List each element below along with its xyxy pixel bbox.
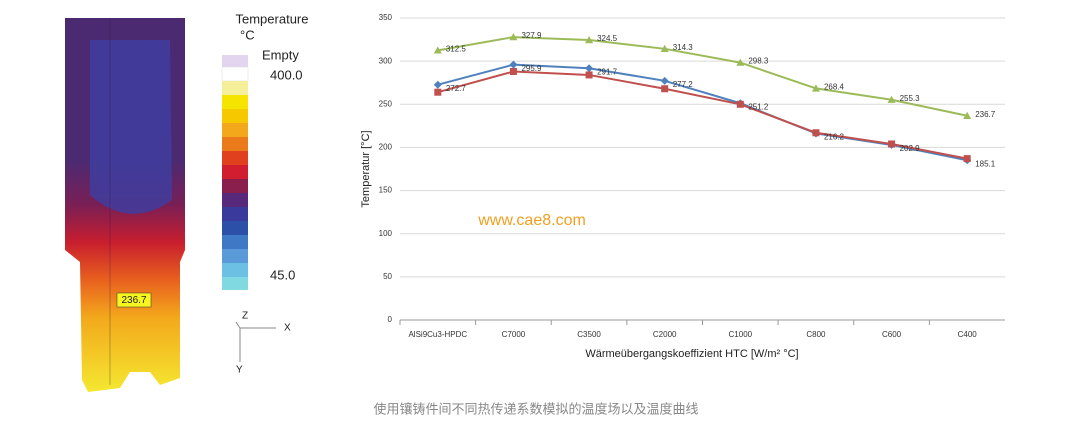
data-label: 312.5 <box>446 44 467 53</box>
x-axis-label: Wärmeübergangskoeffizient HTC [W/m² °C] <box>585 348 798 360</box>
legend-unit: °C <box>240 27 255 42</box>
marker <box>736 58 745 66</box>
series-line <box>437 70 968 160</box>
data-label: 272.7 <box>446 84 467 93</box>
casting-render <box>65 18 185 392</box>
marker <box>660 44 669 53</box>
marker <box>812 129 820 137</box>
marker <box>509 60 518 69</box>
marker <box>811 84 820 92</box>
caption: 使用镶铸件间不同热传递系数模拟的温度场以及温度曲线 <box>373 401 698 416</box>
legend-title: Temperature <box>236 11 309 26</box>
marker <box>660 76 669 85</box>
data-label: 295.9 <box>521 64 542 73</box>
marker <box>434 88 442 96</box>
x-tick-label: C1000 <box>729 330 753 339</box>
x-tick-label: AlSi9Cu3-HPDC <box>408 330 467 339</box>
axis-triad <box>235 321 276 362</box>
watermark: www.cae8.com <box>477 212 586 229</box>
marker <box>585 64 594 73</box>
marker <box>509 67 517 75</box>
legend-min: 45.0 <box>270 267 295 282</box>
marker <box>887 95 896 103</box>
data-label: 327.9 <box>521 31 542 40</box>
x-tick-label: C3500 <box>577 330 601 339</box>
y-tick-label: 100 <box>379 229 393 238</box>
marker <box>963 111 972 119</box>
y-tick-label: 200 <box>379 143 393 152</box>
marker <box>433 46 442 54</box>
data-label: 255.3 <box>900 94 921 103</box>
data-label: 185.1 <box>975 159 996 168</box>
x-tick-label: C600 <box>882 330 902 339</box>
x-tick-label: C400 <box>958 330 978 339</box>
marker <box>661 85 669 93</box>
marker <box>585 71 593 79</box>
marker <box>963 155 971 163</box>
data-label: 298.3 <box>748 57 769 66</box>
probe-label: 236.7 <box>121 295 146 306</box>
y-axis-label: Temperatur [°C] <box>360 130 372 207</box>
y-tick-label: 350 <box>379 13 393 22</box>
y-tick-label: 0 <box>388 315 393 324</box>
y-tick-label: 250 <box>379 99 393 108</box>
marker <box>433 80 442 89</box>
axis-y: Y <box>236 365 243 376</box>
x-tick-label: C800 <box>806 330 826 339</box>
y-tick-label: 150 <box>379 186 393 195</box>
y-tick-label: 50 <box>383 272 392 281</box>
axis-z: Z <box>242 311 248 322</box>
series-line <box>437 36 968 117</box>
y-tick-label: 300 <box>379 56 393 65</box>
series-line <box>437 63 968 162</box>
marker <box>736 100 744 108</box>
data-label: 277.2 <box>673 80 694 89</box>
legend-colorbar <box>221 55 249 290</box>
data-label: 268.4 <box>824 83 845 92</box>
legend-max: 400.0 <box>270 67 303 82</box>
data-label: 291.7 <box>597 67 618 76</box>
x-tick-label: C7000 <box>502 330 526 339</box>
data-label: 314.3 <box>673 43 694 52</box>
data-label: 202.9 <box>900 144 921 153</box>
data-label: 251.2 <box>748 102 769 111</box>
data-label: 216.2 <box>824 133 845 142</box>
marker <box>509 33 518 41</box>
marker <box>585 36 594 44</box>
probe-box <box>116 292 152 308</box>
data-label: 236.7 <box>975 110 996 119</box>
x-tick-label: C2000 <box>653 330 677 339</box>
legend-empty: Empty <box>262 47 299 62</box>
axis-x: X <box>284 323 291 334</box>
marker <box>888 140 896 148</box>
data-label: 324.5 <box>597 34 618 43</box>
